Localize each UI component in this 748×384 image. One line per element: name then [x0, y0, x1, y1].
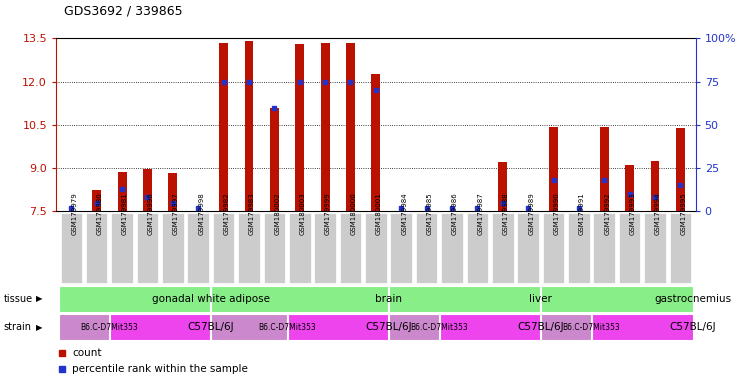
- Bar: [270, 108, 279, 211]
- Bar: [549, 127, 558, 211]
- Text: GSM179982: GSM179982: [224, 192, 230, 235]
- Bar: [676, 128, 685, 211]
- FancyBboxPatch shape: [542, 286, 693, 311]
- FancyBboxPatch shape: [568, 213, 589, 283]
- Text: GSM179991: GSM179991: [579, 192, 585, 235]
- Text: GSM179998: GSM179998: [198, 192, 204, 235]
- Text: GSM179999: GSM179999: [325, 192, 331, 235]
- FancyBboxPatch shape: [111, 213, 133, 283]
- Text: GSM179997: GSM179997: [173, 192, 179, 235]
- FancyBboxPatch shape: [263, 213, 285, 283]
- FancyBboxPatch shape: [518, 213, 539, 283]
- Text: GSM180000: GSM180000: [351, 192, 357, 235]
- FancyBboxPatch shape: [59, 286, 210, 311]
- FancyBboxPatch shape: [416, 213, 438, 283]
- Text: GSM179985: GSM179985: [426, 192, 432, 235]
- Text: GSM179987: GSM179987: [477, 192, 483, 235]
- FancyBboxPatch shape: [212, 286, 388, 311]
- FancyBboxPatch shape: [61, 213, 82, 283]
- Text: GDS3692 / 339865: GDS3692 / 339865: [64, 4, 183, 17]
- FancyBboxPatch shape: [137, 213, 159, 283]
- Bar: [651, 161, 660, 211]
- Bar: [143, 169, 152, 211]
- Text: GSM179993: GSM179993: [630, 192, 636, 235]
- Bar: [219, 43, 228, 211]
- FancyBboxPatch shape: [238, 213, 260, 283]
- FancyBboxPatch shape: [441, 213, 463, 283]
- FancyBboxPatch shape: [542, 314, 591, 340]
- Text: strain: strain: [4, 322, 31, 333]
- FancyBboxPatch shape: [492, 213, 514, 283]
- Text: GSM179984: GSM179984: [401, 192, 407, 235]
- Text: GSM179990: GSM179990: [554, 192, 560, 235]
- Text: GSM180003: GSM180003: [300, 192, 306, 235]
- FancyBboxPatch shape: [389, 286, 540, 311]
- Bar: [295, 44, 304, 211]
- Bar: [498, 162, 507, 211]
- Text: liver: liver: [530, 293, 552, 304]
- FancyBboxPatch shape: [212, 314, 286, 340]
- Text: gastrocnemius: gastrocnemius: [654, 293, 732, 304]
- FancyBboxPatch shape: [59, 314, 109, 340]
- Text: GSM179989: GSM179989: [528, 192, 534, 235]
- Text: GSM180002: GSM180002: [275, 192, 280, 235]
- Text: GSM179988: GSM179988: [503, 192, 509, 235]
- Text: B6.C-D7Mit353: B6.C-D7Mit353: [411, 323, 468, 332]
- FancyBboxPatch shape: [592, 314, 693, 340]
- Text: tissue: tissue: [4, 293, 33, 304]
- Text: GSM179981: GSM179981: [122, 192, 128, 235]
- FancyBboxPatch shape: [188, 213, 209, 283]
- Text: brain: brain: [375, 293, 402, 304]
- Bar: [168, 173, 177, 211]
- FancyBboxPatch shape: [543, 213, 564, 283]
- Bar: [372, 74, 380, 211]
- FancyBboxPatch shape: [289, 213, 310, 283]
- Text: percentile rank within the sample: percentile rank within the sample: [72, 364, 248, 374]
- Text: gonadal white adipose: gonadal white adipose: [152, 293, 270, 304]
- FancyBboxPatch shape: [86, 213, 108, 283]
- Text: ▶: ▶: [36, 323, 43, 332]
- FancyBboxPatch shape: [619, 213, 640, 283]
- Text: ▶: ▶: [36, 294, 43, 303]
- FancyBboxPatch shape: [467, 213, 488, 283]
- Text: C57BL/6J: C57BL/6J: [188, 322, 234, 333]
- Text: GSM179983: GSM179983: [249, 192, 255, 235]
- Text: GSM179996: GSM179996: [147, 192, 153, 235]
- FancyBboxPatch shape: [162, 213, 183, 283]
- FancyBboxPatch shape: [593, 213, 615, 283]
- FancyBboxPatch shape: [440, 314, 540, 340]
- Text: C57BL/6J: C57BL/6J: [365, 322, 412, 333]
- Bar: [117, 172, 126, 211]
- Text: C57BL/6J: C57BL/6J: [518, 322, 564, 333]
- Text: GSM179994: GSM179994: [655, 192, 661, 235]
- FancyBboxPatch shape: [644, 213, 666, 283]
- FancyBboxPatch shape: [669, 213, 691, 283]
- Text: GSM179995: GSM179995: [681, 192, 687, 235]
- Bar: [245, 41, 254, 211]
- Text: count: count: [72, 348, 102, 358]
- Bar: [92, 190, 101, 211]
- FancyBboxPatch shape: [213, 213, 234, 283]
- Bar: [346, 43, 355, 211]
- FancyBboxPatch shape: [314, 213, 336, 283]
- Text: B6.C-D7Mit353: B6.C-D7Mit353: [562, 323, 620, 332]
- FancyBboxPatch shape: [390, 213, 412, 283]
- FancyBboxPatch shape: [110, 314, 210, 340]
- Text: GSM179992: GSM179992: [604, 192, 610, 235]
- Text: GSM180001: GSM180001: [375, 192, 382, 235]
- Text: B6.C-D7Mit353: B6.C-D7Mit353: [81, 323, 138, 332]
- Bar: [321, 43, 330, 211]
- Text: GSM179986: GSM179986: [452, 192, 458, 235]
- FancyBboxPatch shape: [365, 213, 387, 283]
- Text: B6.C-D7Mit353: B6.C-D7Mit353: [258, 323, 316, 332]
- FancyBboxPatch shape: [340, 213, 361, 283]
- Text: GSM179979: GSM179979: [71, 192, 77, 235]
- FancyBboxPatch shape: [287, 314, 388, 340]
- Text: GSM179980: GSM179980: [96, 192, 102, 235]
- Text: C57BL/6J: C57BL/6J: [669, 322, 717, 333]
- FancyBboxPatch shape: [389, 314, 439, 340]
- Bar: [625, 165, 634, 211]
- Bar: [600, 127, 609, 211]
